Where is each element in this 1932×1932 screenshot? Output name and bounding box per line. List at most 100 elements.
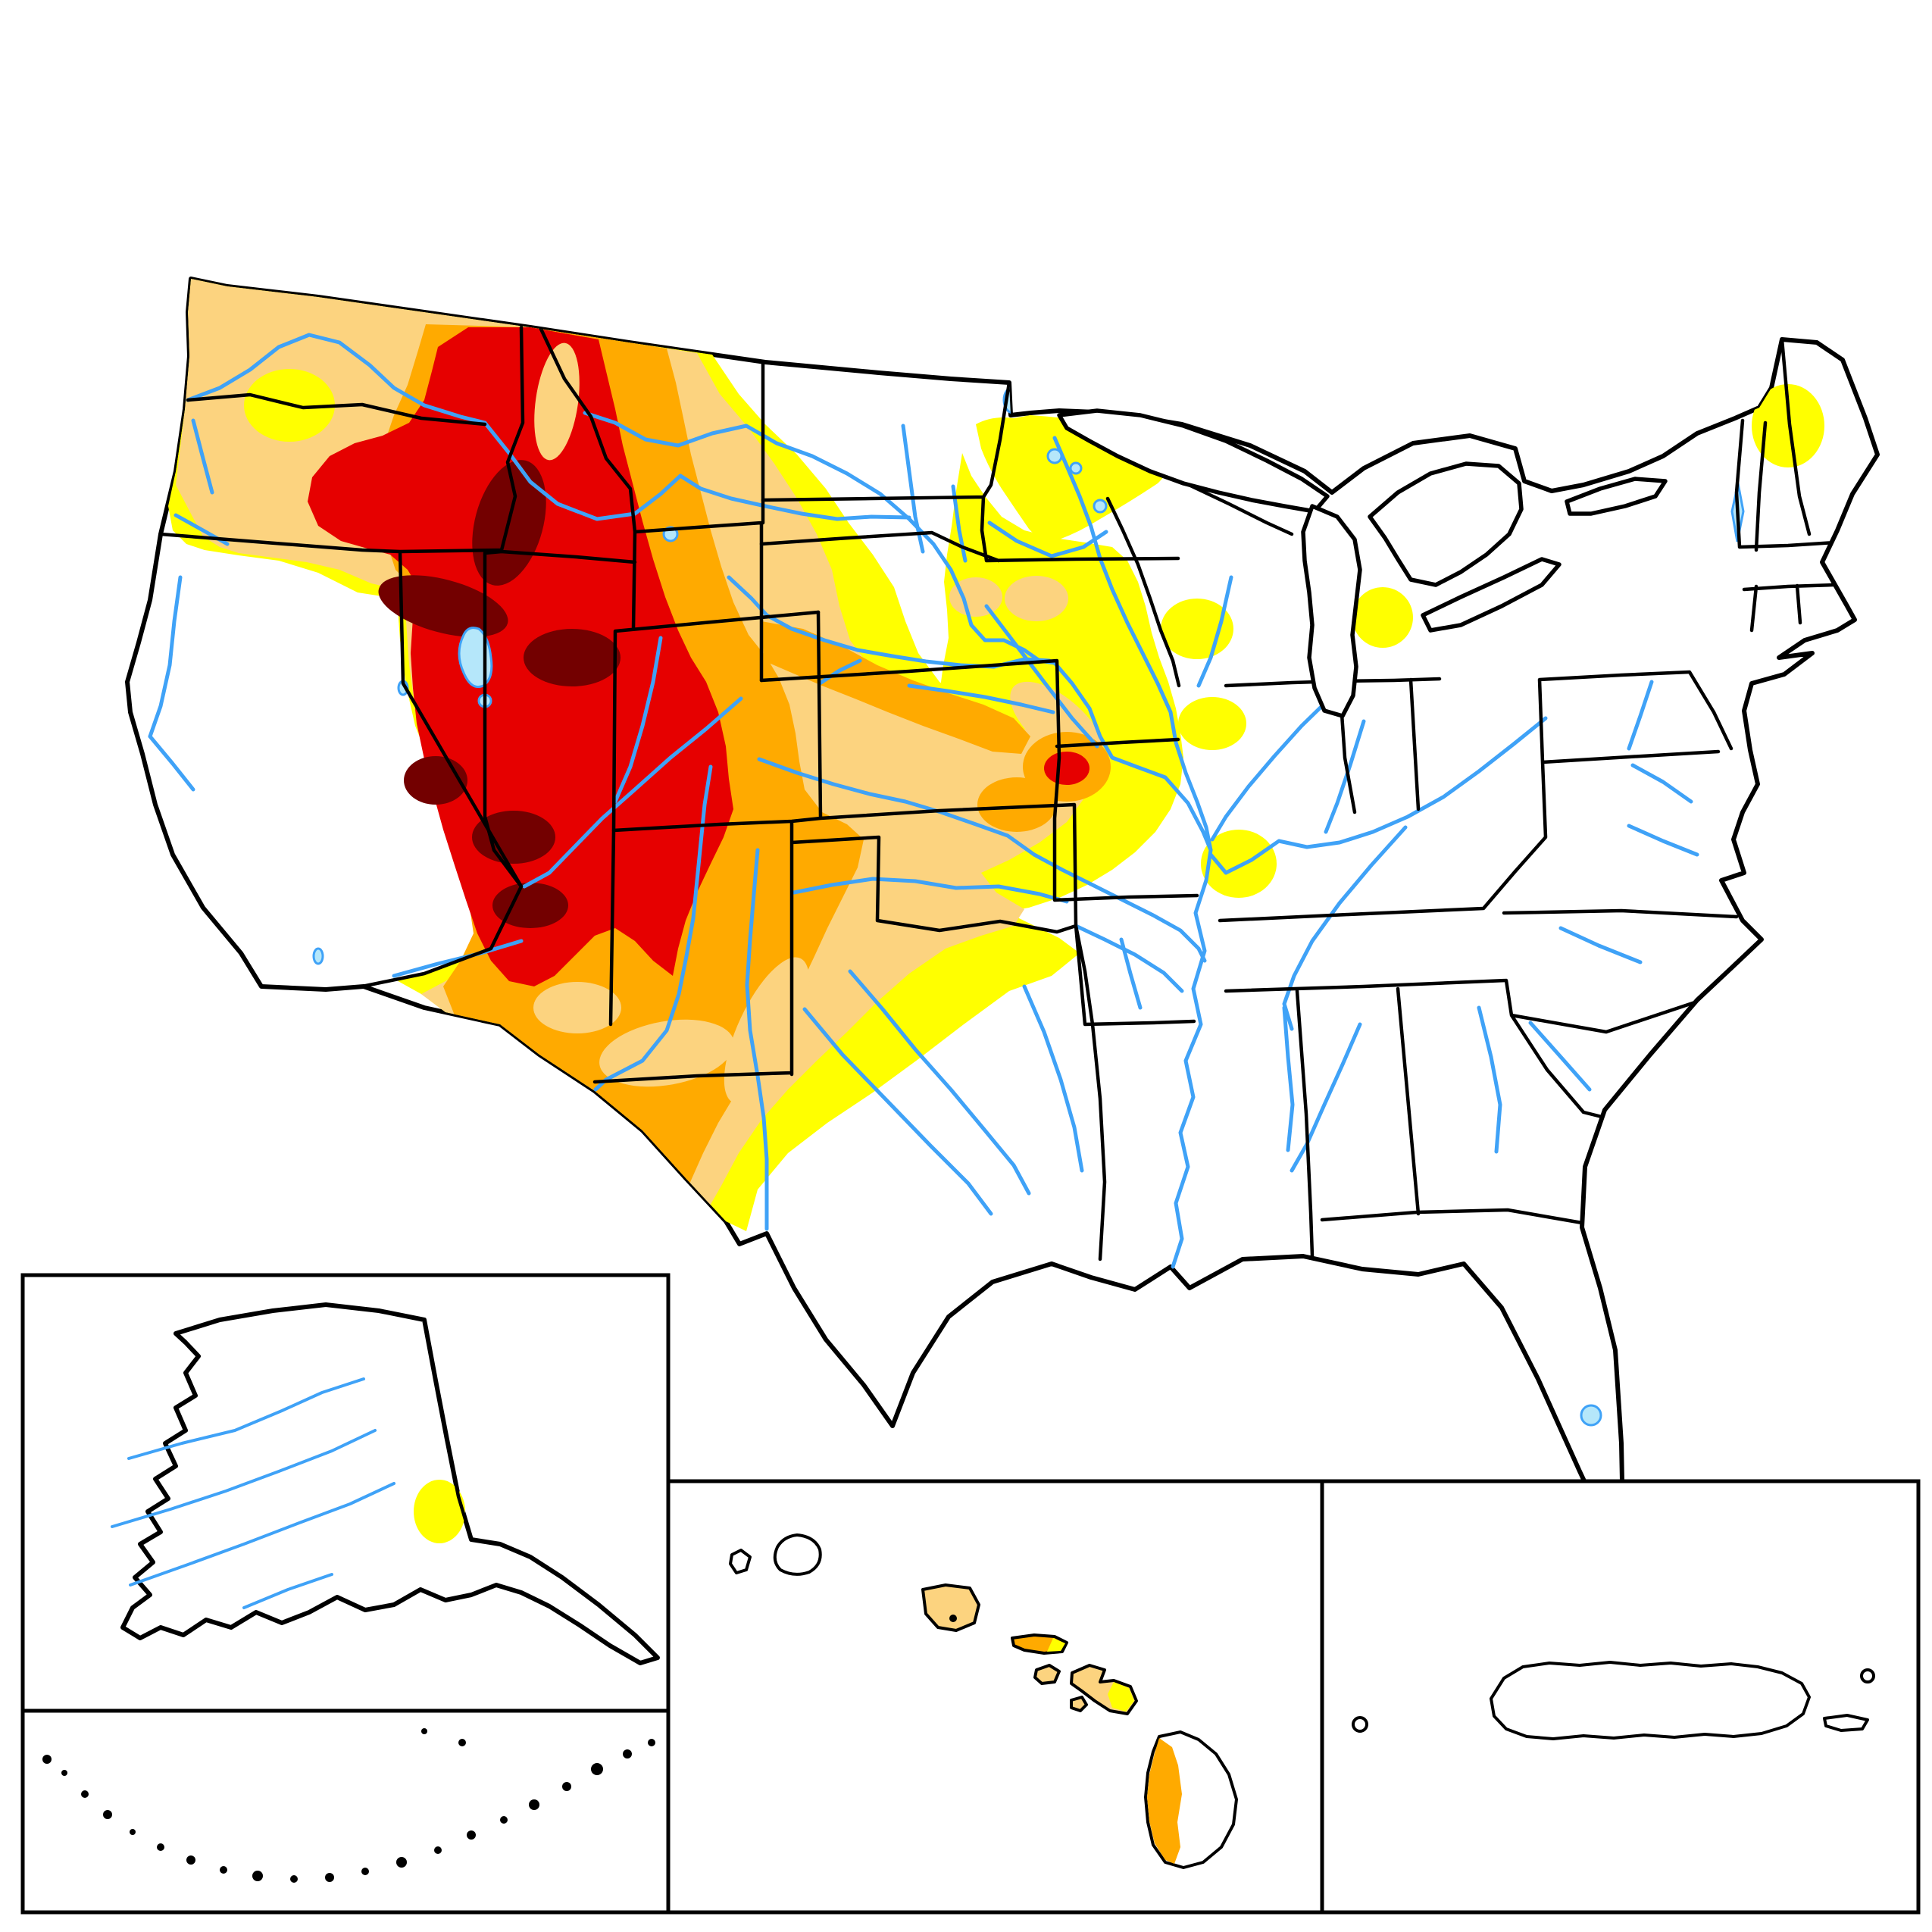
river-arkansas xyxy=(757,757,1207,963)
river-yellowstone xyxy=(678,474,911,521)
state-border-lines-west xyxy=(158,324,821,989)
aleutian-island-dot xyxy=(500,1816,508,1824)
river-trinity xyxy=(1022,984,1084,1173)
d0-illinois-south-spot xyxy=(1201,830,1277,898)
river-alabama xyxy=(1290,1022,1362,1173)
river-chattahoochee xyxy=(1477,1005,1502,1154)
lake-ontario xyxy=(1565,477,1668,516)
river-colorado-texas xyxy=(802,1007,993,1216)
state-border-lines-east xyxy=(1218,337,1837,1258)
aleutian-island-dot xyxy=(252,1871,263,1881)
alaska-d0-patch xyxy=(414,1480,465,1543)
river-san-joaquin xyxy=(148,734,195,792)
alaska-river-2 xyxy=(111,1429,377,1528)
river-illinois xyxy=(1210,696,1332,842)
aleutian-islands-inset xyxy=(42,1728,655,1883)
oahu-crater-dot xyxy=(949,1615,957,1622)
molokai-d0-east-tip xyxy=(1047,1638,1065,1652)
drought-accents-d1 xyxy=(533,342,810,1104)
river-brazos xyxy=(848,969,1031,1196)
island-vieques xyxy=(1823,1714,1869,1732)
river-kansas xyxy=(907,683,1055,714)
alaska-river-3 xyxy=(129,1482,395,1587)
river-mississippi-lower xyxy=(1171,848,1213,1269)
lake-huron xyxy=(1368,461,1524,587)
river-tombigbee xyxy=(1282,1005,1295,1152)
aleutian-island-dot xyxy=(325,1873,334,1882)
d0-maine-blob xyxy=(1752,384,1824,467)
river-rio-grande xyxy=(593,764,713,1092)
river-des-moines xyxy=(984,604,1099,749)
d1-new-mexico-south-band xyxy=(599,1019,734,1087)
d1-texas-corridor xyxy=(724,957,810,1104)
alaska-inset xyxy=(111,1302,660,1665)
island-mona xyxy=(1352,1716,1368,1733)
river-minnesota xyxy=(987,521,1108,558)
aleutian-island-dot xyxy=(130,1829,136,1835)
aleutian-island-dot xyxy=(61,1770,67,1776)
island-kauai xyxy=(773,1533,822,1576)
aleutian-island-dot xyxy=(42,1755,52,1764)
d2-nebraska-band xyxy=(761,621,1030,754)
maui-d0-east-lobe xyxy=(1108,1682,1134,1712)
aleutian-island-dot xyxy=(396,1857,407,1868)
river-wisconsin xyxy=(1196,575,1233,688)
aleutian-island-dot xyxy=(562,1782,571,1791)
river-santee xyxy=(1528,1021,1592,1092)
river-south-platte xyxy=(818,658,862,686)
aleutian-island-dot xyxy=(648,1739,655,1746)
river-ohio xyxy=(1208,716,1548,875)
river-green xyxy=(613,636,663,804)
river-willamette xyxy=(191,418,214,495)
lake-erie xyxy=(1421,557,1562,633)
lake-superior xyxy=(1057,408,1330,514)
mille-lacs-lake xyxy=(1093,499,1108,514)
alaska-river-1 xyxy=(127,1377,365,1460)
d0-michigan-blob xyxy=(1352,587,1413,648)
d4-utah-north-blob xyxy=(524,629,621,686)
alaska-rivers xyxy=(111,1377,395,1609)
river-gila xyxy=(392,939,524,978)
river-wabash xyxy=(1324,719,1366,834)
aleutian-island-dot xyxy=(81,1790,89,1798)
river-susquehanna xyxy=(1627,680,1654,751)
river-tennessee xyxy=(1282,825,1408,1031)
island-puerto-rico xyxy=(1490,1661,1811,1740)
winnibigoshish-lake xyxy=(1069,461,1083,475)
river-columbia xyxy=(186,333,487,425)
aleutians-inset-box xyxy=(20,1708,671,1915)
hawaii-inset-box xyxy=(666,1479,1324,1915)
aleutian-island-dot xyxy=(458,1739,466,1746)
river-missouri xyxy=(583,411,1213,852)
river-big-sioux xyxy=(951,484,968,563)
river-red xyxy=(1074,924,1184,993)
river-canadian xyxy=(792,877,1069,904)
aleutian-island-dot xyxy=(529,1799,539,1810)
state-border-lines-plains xyxy=(592,380,1199,1261)
alaska-canada-border xyxy=(422,1318,474,1542)
island-culebra xyxy=(1860,1668,1875,1683)
conus-map xyxy=(125,277,1880,1527)
island-lanai xyxy=(1033,1664,1061,1685)
d4-nevada-north-band xyxy=(378,575,508,637)
aleutian-island-dot xyxy=(623,1749,632,1758)
d1-arizona-se-spot xyxy=(533,982,621,1033)
d1-minnesota-south-spot xyxy=(1005,576,1068,621)
island-niihau xyxy=(729,1549,752,1574)
salton-sea xyxy=(312,947,324,965)
aleutian-island-dot xyxy=(220,1866,227,1874)
aleutian-island-dot xyxy=(591,1763,603,1775)
rivers xyxy=(148,333,1699,1269)
aleutian-island-dot xyxy=(421,1728,427,1734)
river-roanoke xyxy=(1558,926,1643,964)
aleutian-island-dot xyxy=(103,1810,112,1819)
big-island-d2-west-band xyxy=(1147,1738,1182,1864)
aleutian-island-dot xyxy=(361,1868,369,1875)
river-potomac xyxy=(1630,763,1693,804)
aleutian-island-dot xyxy=(467,1830,476,1840)
d4-arizona-north-blob xyxy=(492,883,568,928)
d3-great-basin-region xyxy=(308,327,733,986)
leech-lake xyxy=(1046,448,1063,464)
